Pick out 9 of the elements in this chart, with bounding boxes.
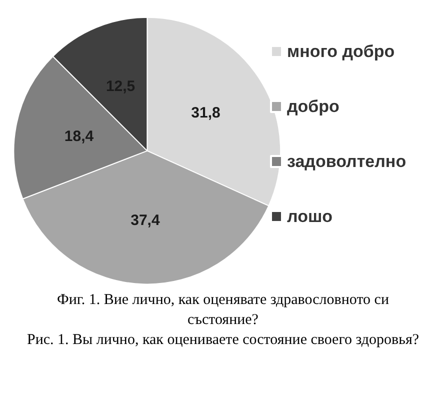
legend-label: лошо bbox=[287, 207, 333, 226]
text: Рис. 1. Вы лично, как оцениваете состояние своего здоровья? bbox=[26, 331, 420, 350]
data-label: 37,4 bbox=[130, 212, 160, 229]
data-label: 18,4 bbox=[64, 128, 94, 145]
legend-label: добро bbox=[287, 97, 340, 116]
legend-label: много добро bbox=[287, 42, 395, 61]
legend-label: задоволтелно bbox=[287, 152, 406, 171]
text: Фиг. 1. Вие лично, как оценявате здравословното си състояние? bbox=[56, 291, 390, 330]
data-label: 31,8 bbox=[191, 104, 220, 122]
